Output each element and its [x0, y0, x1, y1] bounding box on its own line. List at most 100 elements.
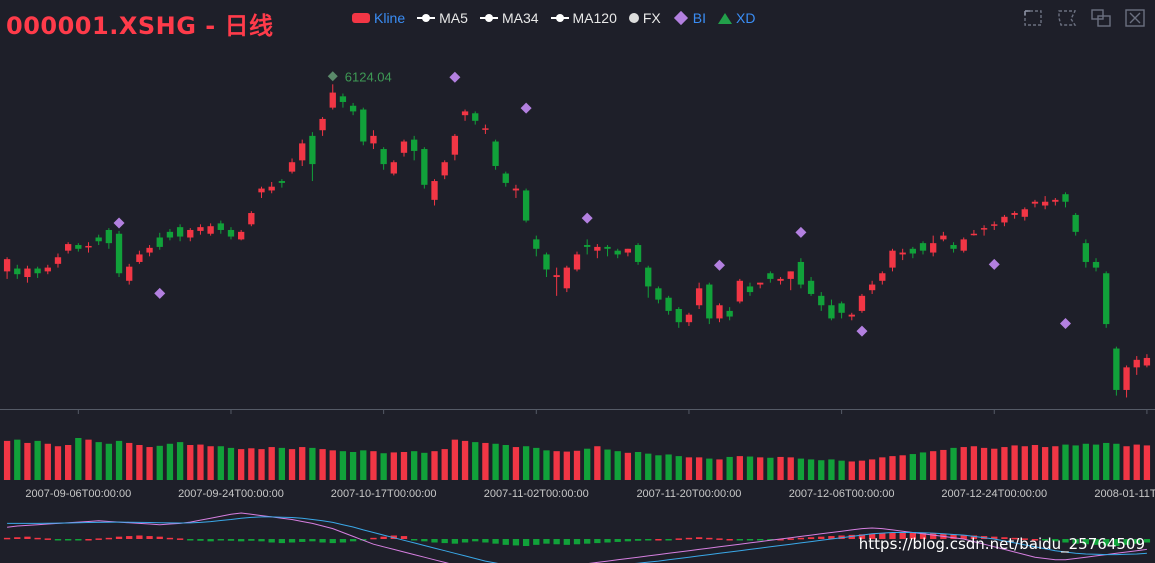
macd-bar: [329, 539, 336, 544]
x-tick-label: 2007-10-17T00:00:00: [331, 488, 437, 500]
candle-body: [614, 250, 621, 255]
toolbox: [1022, 8, 1146, 28]
macd-bar: [268, 539, 275, 543]
candle-body: [227, 229, 235, 237]
legend-item-kline[interactable]: Kline: [352, 10, 405, 26]
candle-body: [1103, 273, 1110, 325]
macd-bar: [909, 531, 916, 539]
volume-bar: [726, 456, 733, 480]
volume-bar: [787, 457, 794, 480]
candle-body: [85, 245, 92, 248]
volume-bar: [655, 455, 662, 480]
volume-bar: [970, 446, 978, 480]
volume-bar: [889, 456, 896, 480]
legend-item-xd[interactable]: XD: [718, 10, 755, 26]
volume-bar: [24, 442, 31, 480]
volume-bar: [319, 449, 326, 480]
volume-bar: [909, 454, 916, 480]
macd-bar: [115, 536, 123, 539]
macd-bar: [777, 539, 784, 541]
x-tick-label: 2007-09-24T00:00:00: [178, 488, 284, 500]
macd-bar: [349, 539, 357, 542]
macd-bar: [451, 539, 459, 544]
macd-bar: [441, 539, 448, 544]
candle-body: [512, 188, 520, 191]
volume-bar: [1062, 444, 1069, 480]
volume-bar: [3, 440, 11, 480]
candle-body: [940, 235, 947, 240]
macd-bar: [889, 532, 896, 539]
macd-bar: [126, 536, 133, 539]
candle-body: [624, 248, 632, 253]
candle-body: [787, 271, 794, 279]
volume-bar: [716, 459, 723, 480]
volume-bar: [899, 455, 906, 480]
candle-body: [970, 233, 978, 236]
candle-body: [238, 231, 245, 240]
volume-bar: [1031, 445, 1039, 480]
candle-body: [950, 245, 957, 249]
volume-bar: [299, 447, 306, 480]
volume-bar: [441, 449, 448, 480]
macd-bar: [828, 536, 835, 539]
candle-body: [868, 284, 876, 291]
volume-bar: [858, 460, 866, 480]
candle-body: [533, 239, 540, 249]
macd-bar: [1092, 539, 1100, 545]
volume-bar: [502, 445, 509, 480]
legend-label: BI: [692, 10, 706, 26]
volume-bar: [950, 447, 957, 480]
volume-bar: [44, 443, 51, 480]
volume-bar: [400, 452, 408, 480]
macd-bar: [288, 539, 296, 543]
candle-body: [604, 246, 611, 249]
candle-body: [858, 295, 866, 311]
volume-bar: [14, 439, 21, 480]
macd-bar: [960, 534, 967, 539]
candle-body: [54, 257, 62, 264]
volume-bar: [645, 453, 652, 480]
macd-bar: [807, 537, 815, 539]
candle-body: [736, 280, 743, 302]
volume-bar: [156, 445, 163, 480]
macd-bar: [1103, 539, 1110, 546]
legend-item-ma34[interactable]: MA34: [479, 10, 539, 26]
volume-bar: [329, 450, 336, 480]
macd-bar: [512, 539, 520, 546]
volume-bar: [828, 459, 835, 480]
macd-bar: [54, 539, 62, 541]
macd-bar: [319, 539, 326, 543]
candle-body: [1082, 243, 1090, 262]
macd-bar: [258, 539, 265, 542]
zoom-reset-icon[interactable]: [1056, 8, 1078, 28]
volume-bar: [573, 450, 581, 480]
macd-bar: [757, 539, 764, 541]
volume-bar: [431, 451, 438, 480]
candle-body: [95, 237, 102, 242]
legend-item-fx[interactable]: FX: [628, 10, 661, 26]
zoom-icon[interactable]: [1022, 8, 1044, 28]
legend-item-ma120[interactable]: MA120: [550, 10, 617, 26]
restore-icon[interactable]: [1090, 8, 1112, 28]
volume-bar: [187, 445, 194, 480]
macd-bar: [533, 539, 540, 545]
volume-bar: [563, 451, 570, 480]
volume-bar: [217, 446, 224, 480]
macd-bar: [299, 539, 306, 542]
candle-body: [126, 266, 133, 281]
volume-bar: [818, 460, 825, 480]
volume-bar: [746, 456, 754, 480]
candle-body: [685, 314, 693, 323]
macd-bar: [3, 537, 11, 540]
legend-item-ma5[interactable]: MA5: [417, 10, 468, 26]
volume-bar: [34, 440, 41, 480]
macd-bar: [573, 539, 581, 545]
legend-item-bi[interactable]: BI: [673, 10, 706, 26]
macd-bar: [44, 538, 51, 540]
candle-body: [1072, 214, 1079, 232]
volume-bar: [64, 445, 72, 480]
legend-label: Kline: [374, 10, 406, 26]
macd-bar: [1123, 539, 1130, 545]
close-icon[interactable]: [1124, 8, 1146, 28]
